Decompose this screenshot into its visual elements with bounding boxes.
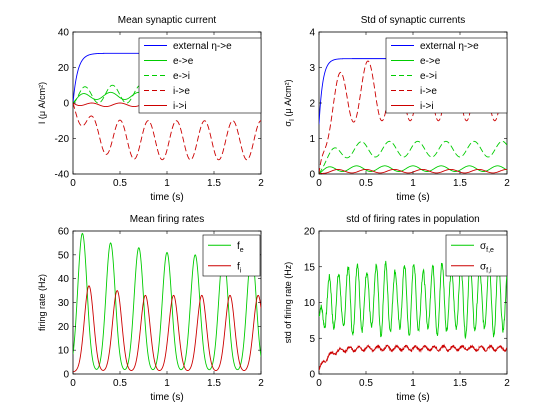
x-tick-label: 0 bbox=[316, 178, 322, 189]
legend-label-i-e: i->e bbox=[173, 86, 190, 97]
y-tick-label: 60 bbox=[58, 227, 70, 238]
x-tick-label: 2 bbox=[258, 378, 264, 389]
x-tick-label: 1.5 bbox=[453, 178, 467, 189]
legend-box bbox=[138, 37, 262, 114]
x-tick-label: 0 bbox=[316, 378, 322, 389]
y-tick-label: 2 bbox=[309, 99, 315, 110]
chart-title: Mean firing rates bbox=[130, 214, 204, 225]
x-axis-label: time (s) bbox=[150, 392, 183, 403]
legend-label-e-i: e->i bbox=[420, 71, 437, 82]
y-tick-label: 20 bbox=[58, 322, 70, 333]
legend-label-external-e: external η->e bbox=[420, 41, 479, 52]
series-line-f-e bbox=[319, 260, 507, 340]
legend: fe fi bbox=[202, 234, 261, 277]
subplot-1: 0 0.5 1 1.5 2 -40 -20 0 20 40 Mean synaptic curren… bbox=[37, 15, 264, 203]
y-axis-label: I (μ A/cm²) bbox=[37, 82, 47, 124]
chart-title: Std of synaptic currents bbox=[361, 15, 466, 26]
series-line-i-e bbox=[73, 102, 261, 161]
x-tick-label: 2 bbox=[258, 178, 264, 189]
legend-label-e-e: e->e bbox=[420, 56, 441, 67]
x-tick-label: 1 bbox=[410, 378, 416, 389]
legend-box bbox=[445, 234, 508, 277]
x-tick-label: 2 bbox=[504, 178, 510, 189]
x-tick-label: 0 bbox=[70, 378, 76, 389]
x-tick-label: 0.5 bbox=[359, 378, 373, 389]
legend-label-e-e: e->e bbox=[173, 56, 194, 67]
legend-label-f-e: fe bbox=[237, 241, 244, 254]
y-tick-label: 4 bbox=[309, 28, 315, 39]
y-tick-label: 3 bbox=[309, 63, 315, 74]
legend-label-external-e: external η->e bbox=[173, 41, 232, 52]
legend: external η->e e->e e->i i->e i->i bbox=[138, 37, 262, 114]
y-tick-label: 15 bbox=[304, 262, 316, 273]
y-tick-label: 0 bbox=[63, 370, 69, 381]
y-tick-label: 5 bbox=[309, 334, 315, 345]
x-axis-label: time (s) bbox=[396, 192, 429, 203]
y-tick-label: -40 bbox=[55, 170, 70, 181]
x-tick-label: 1.5 bbox=[453, 378, 467, 389]
x-tick-label: 0.5 bbox=[113, 178, 127, 189]
legend-label-f-e: σf,e bbox=[480, 241, 494, 254]
legend-label-f-i: σf,i bbox=[480, 261, 492, 274]
series-line-f-i bbox=[319, 343, 507, 371]
y-tick-label: 40 bbox=[58, 274, 70, 285]
y-axis-label: std of firing rate (Hz) bbox=[283, 262, 293, 344]
x-tick-label: 0 bbox=[70, 178, 76, 189]
x-axis-label: time (s) bbox=[150, 192, 183, 203]
legend-box bbox=[202, 234, 261, 277]
chart-title: Mean synaptic current bbox=[118, 15, 217, 26]
x-tick-label: 1 bbox=[164, 178, 170, 189]
x-axis-label: time (s) bbox=[396, 392, 429, 403]
y-tick-label: 10 bbox=[58, 346, 70, 357]
y-tick-label: 0 bbox=[309, 370, 315, 381]
y-tick-label: 50 bbox=[58, 250, 70, 261]
legend-box bbox=[385, 37, 508, 114]
x-tick-label: 1.5 bbox=[207, 378, 221, 389]
y-tick-label: 30 bbox=[58, 298, 70, 309]
y-tick-label: -20 bbox=[55, 134, 70, 145]
y-tick-label: 0 bbox=[309, 170, 315, 181]
y-axis-label: firing rate (Hz) bbox=[37, 274, 47, 331]
legend-label-i-i: i->i bbox=[420, 101, 434, 112]
series-line-e-e bbox=[319, 165, 507, 174]
series-line-f-e bbox=[73, 232, 261, 371]
legend-label-i-i: i->i bbox=[173, 101, 187, 112]
legend-label-f-i: fi bbox=[237, 261, 242, 274]
y-tick-label: 20 bbox=[58, 63, 70, 74]
x-tick-label: 1.5 bbox=[207, 178, 221, 189]
y-axis-label: σI (μ A/cm²) bbox=[283, 79, 296, 126]
legend-label-i-e: i->e bbox=[420, 86, 437, 97]
x-tick-label: 0.5 bbox=[113, 378, 127, 389]
y-tick-label: 20 bbox=[304, 227, 316, 238]
chart-title: std of firing rates in population bbox=[346, 214, 479, 225]
y-tick-label: 0 bbox=[63, 99, 69, 110]
y-tick-label: 1 bbox=[309, 134, 315, 145]
x-tick-label: 2 bbox=[504, 378, 510, 389]
x-tick-label: 0.5 bbox=[359, 178, 373, 189]
y-tick-label: 10 bbox=[304, 298, 316, 309]
legend-label-e-i: e->i bbox=[173, 71, 190, 82]
x-tick-label: 1 bbox=[410, 178, 416, 189]
series-line-e-i bbox=[319, 140, 507, 174]
legend: σf,e σf,i bbox=[445, 234, 508, 277]
y-tick-label: 40 bbox=[58, 28, 70, 39]
legend: external η->e e->e e->i i->e i->i bbox=[385, 37, 508, 114]
series-line-f-i bbox=[73, 285, 261, 373]
x-tick-label: 1 bbox=[164, 378, 170, 389]
subplot-2: 0 0.5 1 1.5 2 0 1 2 3 4 Std of synaptic currents ti… bbox=[283, 15, 510, 203]
